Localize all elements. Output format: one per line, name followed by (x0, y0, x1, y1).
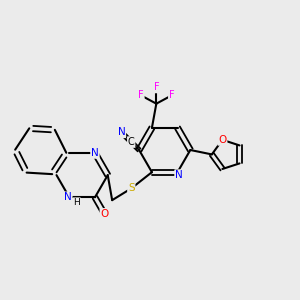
Text: N: N (118, 127, 125, 137)
Text: H: H (73, 198, 80, 207)
Text: N: N (64, 192, 72, 202)
Text: S: S (128, 183, 135, 194)
Text: N: N (91, 148, 99, 158)
Text: F: F (138, 90, 144, 100)
Text: O: O (218, 135, 226, 145)
Text: F: F (154, 82, 159, 92)
Text: O: O (100, 209, 109, 219)
Text: C: C (128, 137, 135, 147)
Text: N: N (175, 170, 183, 180)
Text: F: F (169, 90, 175, 100)
